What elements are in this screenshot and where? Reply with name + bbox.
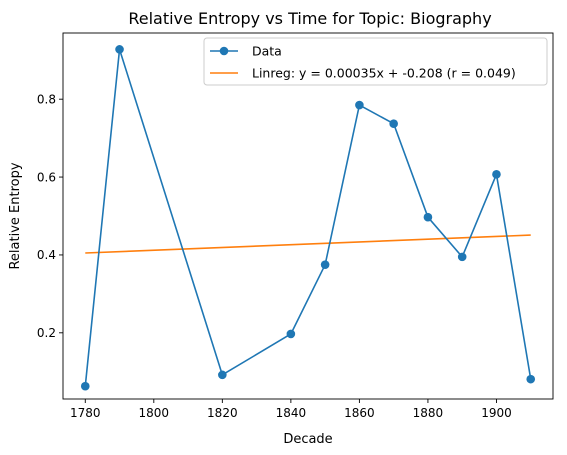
x-tick-label: 1780	[70, 406, 101, 420]
data-point	[355, 100, 364, 110]
data-point	[526, 374, 536, 384]
x-tick-label: 1900	[481, 406, 512, 420]
y-tick-label: 0.4	[37, 248, 56, 262]
x-tick-label: 1880	[413, 406, 444, 420]
data-point	[80, 381, 90, 391]
legend: Data Linreg: y = 0.00035x + -0.208 (r = …	[203, 37, 548, 86]
data-point	[115, 45, 124, 54]
series-layer	[80, 45, 536, 391]
series-linreg-line	[85, 234, 531, 254]
x-axis-ticks: 1780 1800 1820 1840 1860 1880 1900	[70, 399, 512, 420]
y-tick-label: 0.2	[37, 326, 56, 340]
legend-box	[203, 37, 548, 86]
data-point	[218, 370, 227, 380]
y-tick-label: 0.8	[37, 92, 56, 106]
legend-data-label: Data	[252, 44, 282, 59]
data-point	[492, 170, 501, 179]
legend-linreg-label: Linreg: y = 0.00035x + -0.208 (r = 0.049…	[252, 66, 516, 81]
data-point	[320, 260, 330, 269]
x-axis-label: Decade	[283, 432, 332, 447]
data-point	[423, 212, 433, 222]
y-axis-label: Relative Entropy	[8, 162, 23, 269]
data-point	[457, 252, 467, 262]
x-tick-label: 1800	[139, 406, 170, 420]
x-tick-label: 1840	[276, 406, 307, 420]
data-point	[389, 119, 398, 129]
data-point	[286, 329, 296, 339]
x-tick-label: 1820	[207, 406, 238, 420]
legend-data-marker	[219, 46, 229, 56]
y-tick-label: 0.6	[37, 170, 56, 184]
y-axis-ticks: 0.2 0.4 0.6 0.8	[37, 92, 63, 340]
chart-title: Relative Entropy vs Time for Topic: Biog…	[128, 9, 491, 28]
plot-frame	[62, 32, 554, 400]
x-tick-label: 1860	[344, 406, 375, 420]
plot-area	[63, 33, 553, 399]
